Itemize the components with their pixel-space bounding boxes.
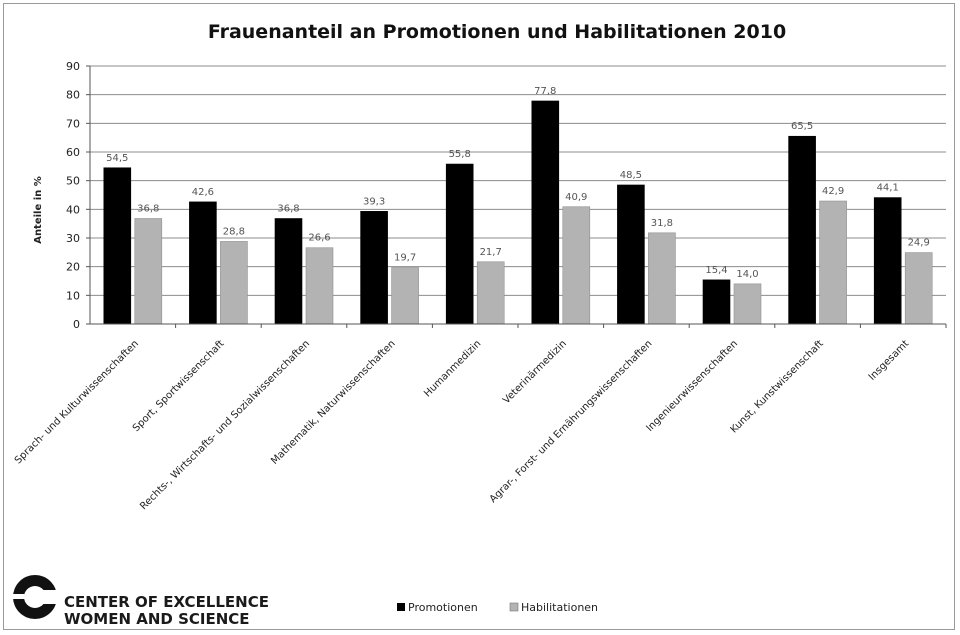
- y-axis-label: Anteile in %: [33, 176, 44, 244]
- bars: [103, 100, 933, 325]
- data-labels: 54,5 36,8 42,6 28,8 36,8 26,6 39,3 19,7 55,8 21,7…: [106, 86, 930, 280]
- data-label: 42,6: [192, 187, 214, 198]
- y-tick-label: 20: [66, 261, 80, 274]
- bar-promotionen: [617, 184, 645, 325]
- category-label: Insgesamt: [867, 338, 912, 383]
- category-label: Ingenieurwissenschaften: [644, 338, 740, 434]
- data-label: 26,6: [308, 233, 330, 244]
- bar-promotionen: [274, 218, 303, 325]
- bar-habilitationen: [220, 241, 248, 325]
- data-label: 65,5: [791, 121, 813, 132]
- bar-habilitationen: [904, 252, 933, 325]
- logo-line1: CENTER OF EXCELLENCE: [64, 593, 269, 611]
- y-tick-label: 90: [66, 60, 80, 73]
- bar-habilitationen: [819, 200, 847, 325]
- category-label: Rechts-, Wirtschafts- und Sozialwissensc…: [138, 338, 312, 512]
- category-label: Sprach- und Kulturwissenschaften: [13, 338, 141, 466]
- y-tick-label: 50: [66, 175, 80, 188]
- bar-promotionen: [360, 211, 388, 325]
- data-label: 40,9: [565, 192, 587, 203]
- logo-mark-icon: [12, 575, 60, 619]
- data-label: 21,7: [480, 247, 502, 258]
- data-label: 19,7: [394, 253, 416, 264]
- y-tick-label: 60: [66, 146, 80, 159]
- y-tick-label: 10: [66, 289, 80, 302]
- y-tick-label: 70: [66, 117, 80, 130]
- category-label: Veterinärmedizin: [501, 338, 569, 406]
- y-tick-label: 40: [66, 203, 80, 216]
- logo: CENTER OF EXCELLENCE WOMEN AND SCIENCE: [12, 575, 269, 628]
- category-label: Kunst, Kunstwissenschaft: [729, 338, 826, 435]
- bar-promotionen: [189, 201, 217, 325]
- data-label: 39,3: [363, 196, 385, 207]
- bar-promotionen: [702, 279, 731, 325]
- data-label: 28,8: [223, 226, 245, 237]
- bar-habilitationen: [562, 206, 591, 325]
- data-label: 54,5: [106, 153, 128, 164]
- bar-habilitationen: [733, 283, 762, 325]
- bar-habilitationen: [305, 247, 334, 325]
- bar-promotionen: [788, 135, 816, 325]
- data-label: 55,8: [449, 149, 471, 160]
- legend-label-promotionen: Promotionen: [408, 601, 478, 614]
- data-label: 24,9: [908, 238, 930, 249]
- legend-swatch-habilitationen: [509, 602, 519, 612]
- chart-title: Frauenanteil an Promotionen und Habilita…: [208, 21, 786, 43]
- gridlines: [90, 65, 946, 296]
- data-label: 44,1: [877, 183, 899, 194]
- bar-promotionen: [445, 163, 474, 325]
- legend: Promotionen Habilitationen: [397, 601, 598, 614]
- data-label: 31,8: [651, 218, 673, 229]
- data-label: 14,0: [736, 269, 758, 280]
- bar-habilitationen: [476, 261, 505, 325]
- y-axis-ticks: 0 10 20 30 40 50 60 70 80 90: [66, 60, 947, 331]
- bar-promotionen: [103, 167, 132, 325]
- bar-habilitationen: [648, 232, 676, 325]
- data-label: 42,9: [822, 186, 844, 197]
- y-tick-label: 30: [66, 232, 80, 245]
- data-label: 77,8: [534, 86, 556, 97]
- legend-label-habilitationen: Habilitationen: [521, 601, 598, 614]
- y-tick-label: 80: [66, 89, 80, 102]
- data-label: 15,4: [705, 265, 727, 276]
- bar-habilitationen: [134, 218, 163, 325]
- logo-line2: WOMEN AND SCIENCE: [64, 610, 250, 628]
- category-label: Sport, Sportwissenschaft: [131, 338, 227, 434]
- data-label: 36,8: [277, 204, 299, 215]
- y-tick-label: 0: [73, 318, 80, 331]
- legend-swatch-promotionen: [397, 603, 405, 611]
- data-label: 48,5: [620, 170, 642, 181]
- bar-habilitationen: [391, 267, 419, 325]
- category-label: Agrar-, Forst- und Ernährungswissenschaf…: [488, 338, 655, 505]
- category-label: Humanmedizin: [422, 338, 483, 399]
- data-label: 36,8: [137, 204, 159, 215]
- bar-promotionen: [873, 197, 902, 325]
- bar-promotionen: [531, 100, 560, 325]
